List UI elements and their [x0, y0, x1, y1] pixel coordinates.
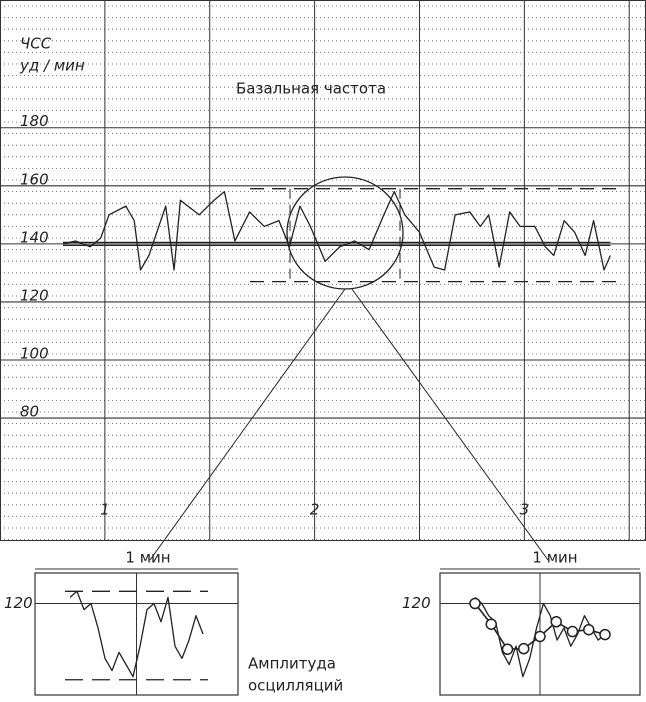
inset-title: 1 мин	[532, 549, 577, 567]
x-tick-label: 1	[100, 501, 110, 519]
y-tick-label: 80	[20, 403, 39, 421]
y-label: ЧСС	[20, 35, 52, 53]
y-tick-label: 140	[20, 228, 49, 246]
inset-title: 1 мин	[125, 549, 170, 567]
x-tick-label: 3	[520, 501, 530, 519]
mean-point	[534, 630, 546, 643]
mean-point	[583, 623, 595, 636]
zoom-connector	[351, 288, 549, 561]
mean-point	[566, 625, 579, 638]
inset-annotation: осцилляций	[248, 677, 343, 695]
y-tick-label: 120	[4, 594, 33, 612]
y-tick-label: 120	[402, 594, 431, 612]
mean-point	[469, 597, 481, 610]
mean-point	[485, 618, 497, 630]
zoom-ellipse	[286, 176, 404, 290]
mean-point	[599, 628, 611, 641]
inset-annotation: Амплитуда	[248, 655, 336, 673]
y-tick-label: 120	[20, 286, 49, 304]
mean-point	[518, 642, 530, 655]
mean-point	[501, 643, 514, 655]
x-tick-label: 2	[310, 501, 320, 519]
y-tick-label: 100	[20, 345, 49, 363]
y-tick-label: 180	[20, 112, 49, 130]
trace	[69, 590, 204, 678]
annotation: Базальная частота	[236, 80, 386, 98]
y-unit: уд / мин	[19, 57, 85, 75]
trace	[474, 596, 606, 678]
y-tick-label: 160	[20, 170, 49, 188]
zoom-connector	[149, 288, 346, 561]
trace	[62, 190, 611, 271]
mean-point	[550, 616, 562, 628]
